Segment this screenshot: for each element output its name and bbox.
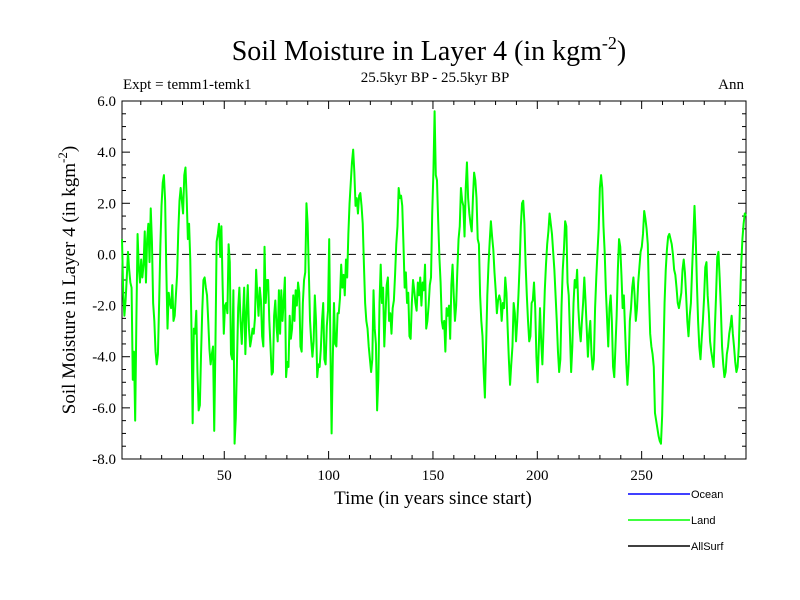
x-tick-label: 250 — [630, 468, 653, 484]
legend-label-ocean: Ocean — [691, 489, 723, 501]
legend: Ocean Land AllSurf — [628, 489, 724, 553]
y-axis-label: Soil Moisture in Layer 4 (in kgm-2) — [55, 146, 80, 414]
subtitle: 25.5kyr BP - 25.5kyr BP — [361, 70, 510, 86]
series-group — [121, 110, 747, 445]
y-tick-label: 6.0 — [97, 94, 116, 110]
x-tick-label: 200 — [526, 468, 549, 484]
y-tick-label: -8.0 — [92, 452, 116, 468]
chart-title: Soil Moisture in Layer 4 (in kgm-2) — [232, 33, 627, 67]
y-tick-label: -4.0 — [92, 350, 116, 366]
y-tick-label: -2.0 — [92, 299, 116, 315]
x-axis-label: Time (in years since start) — [334, 488, 532, 509]
y-tick-label: 0.0 — [97, 247, 116, 263]
legend-label-allsurf: AllSurf — [691, 541, 724, 553]
x-tick-label: 100 — [317, 468, 340, 484]
y-tick-label: 4.0 — [97, 145, 116, 161]
y-tick-label: 2.0 — [97, 196, 116, 212]
series-line-land — [121, 110, 747, 445]
minor-ticks — [122, 101, 746, 459]
x-tick-label: 50 — [217, 468, 232, 484]
x-tick-label: 150 — [422, 468, 445, 484]
y-tick-label: -6.0 — [92, 401, 116, 417]
expt-label: Expt = temm1-temk1 — [123, 77, 251, 93]
tick-labels: 50 100 150 200 250 -8.0 -6.0 -4.0 -2.0 0.0 2.0 4.0 6… — [92, 94, 653, 484]
season-label: Ann — [718, 77, 744, 93]
legend-label-land: Land — [691, 515, 715, 527]
